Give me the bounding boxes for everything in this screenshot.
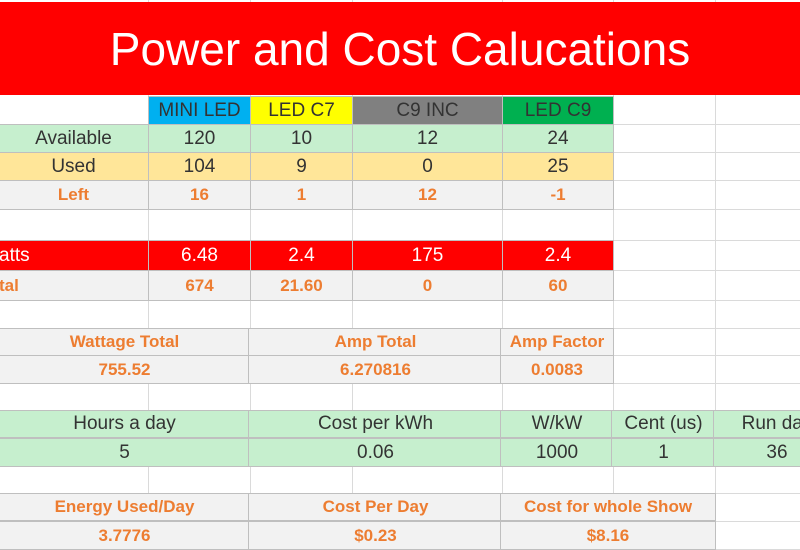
cell: 12 — [352, 180, 503, 210]
cell: Hours a day — [0, 410, 251, 438]
cell: LED C7 — [250, 96, 353, 125]
cell: Cost for whole Show — [500, 493, 716, 521]
cell: 0 — [352, 152, 503, 181]
cell: C9 INC — [352, 96, 503, 125]
cell: Cost Per Day — [248, 493, 503, 521]
cell: tal — [0, 270, 149, 301]
cell: 0.06 — [248, 438, 503, 467]
cell: 1000 — [500, 438, 614, 467]
cell: $8.16 — [500, 521, 716, 550]
cell: Cost per kWh — [248, 410, 503, 438]
cell: 6.48 — [148, 240, 251, 271]
cell: Run day — [713, 410, 800, 438]
cell: 10 — [250, 124, 353, 153]
cell: Cent (us) — [611, 410, 716, 438]
cell: 120 — [148, 124, 251, 153]
cell: 24 — [502, 124, 614, 153]
cell: 1 — [611, 438, 716, 467]
cell: 1 — [250, 180, 353, 210]
cell: 25 — [502, 152, 614, 181]
cell: -1 — [502, 180, 614, 210]
cell: 5 — [0, 438, 251, 467]
cell: Energy Used/Day — [0, 493, 251, 521]
grid-line — [715, 0, 716, 550]
cell: 12 — [352, 124, 503, 153]
cell: 2.4 — [250, 240, 353, 271]
cell: 21.60 — [250, 270, 353, 301]
cell: Available — [0, 124, 149, 153]
cell: 175 — [352, 240, 503, 271]
cell: 60 — [502, 270, 614, 301]
cell: 16 — [148, 180, 251, 210]
cell: 104 — [148, 152, 251, 181]
cell: 36 — [713, 438, 800, 467]
cell: Left — [0, 180, 149, 210]
cell: 3.7776 — [0, 521, 251, 550]
cell: 6.270816 — [248, 355, 503, 384]
cell: MINI LED — [148, 96, 251, 125]
cell: 0 — [352, 270, 503, 301]
cell: Amp Total — [248, 328, 503, 356]
cell: Wattage Total — [0, 328, 251, 356]
cell: W/kW — [500, 410, 614, 438]
cell: Used — [0, 152, 149, 181]
cell: $0.23 — [248, 521, 503, 550]
title: Power and Cost Calucations — [0, 2, 800, 95]
cell: atts — [0, 240, 149, 271]
cell: 9 — [250, 152, 353, 181]
cell: 2.4 — [502, 240, 614, 271]
cell: 0.0083 — [500, 355, 614, 384]
cell: 755.52 — [0, 355, 251, 384]
cell: LED C9 — [502, 96, 614, 125]
cell: 674 — [148, 270, 251, 301]
cell: Amp Factor — [500, 328, 614, 356]
